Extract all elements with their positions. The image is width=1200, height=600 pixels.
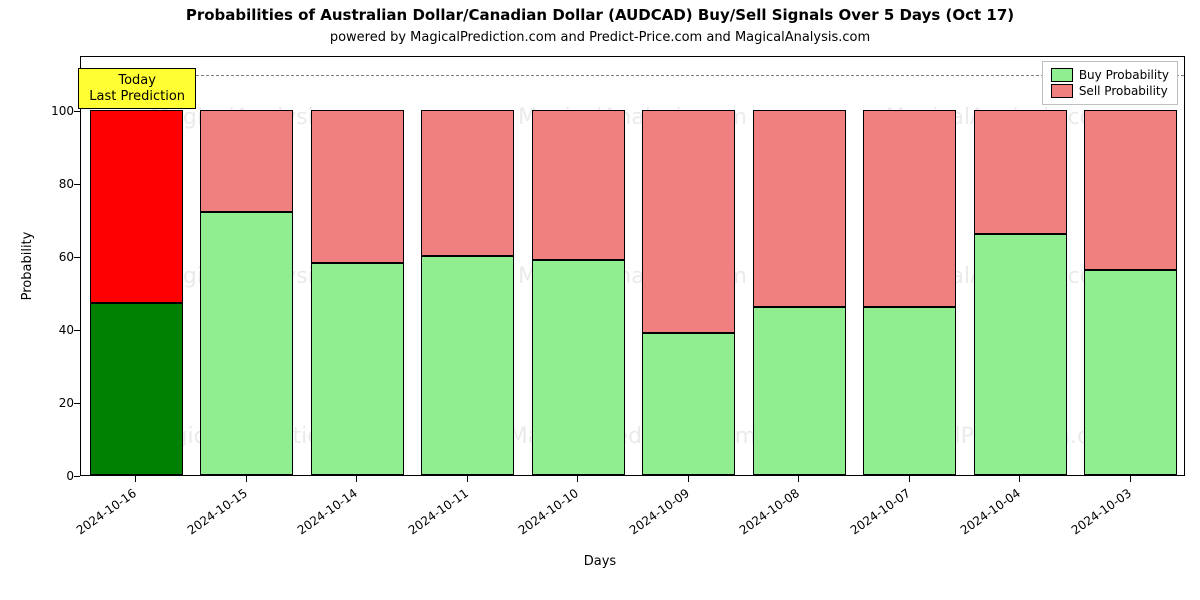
bar-buy <box>863 307 956 475</box>
bar-buy <box>532 260 625 475</box>
today-annotation: TodayLast Prediction <box>78 68 196 109</box>
xtick-mark <box>246 476 247 482</box>
bar-group <box>532 55 625 475</box>
xtick-mark <box>1130 476 1131 482</box>
ytick-label: 40 <box>44 323 74 337</box>
xtick-label: 2024-10-16 <box>74 486 139 537</box>
bar-group <box>421 55 514 475</box>
xtick-mark <box>467 476 468 482</box>
xtick-label: 2024-10-03 <box>1069 486 1134 537</box>
bar-group <box>90 55 183 475</box>
legend: Buy Probability Sell Probability <box>1042 61 1178 105</box>
bar-sell <box>200 110 293 212</box>
bar-sell <box>90 110 183 304</box>
bar-sell <box>532 110 625 260</box>
bar-buy <box>753 307 846 475</box>
x-axis-label: Days <box>0 554 1200 569</box>
bar-buy <box>200 212 293 475</box>
xtick-mark <box>909 476 910 482</box>
xtick-label: 2024-10-15 <box>185 486 250 537</box>
bar-group <box>974 55 1067 475</box>
annotation-line2: Last Prediction <box>89 89 185 105</box>
chart-subtitle: powered by MagicalPrediction.com and Pre… <box>0 30 1200 45</box>
xtick-label: 2024-10-09 <box>627 486 692 537</box>
ytick-mark <box>74 184 80 185</box>
bar-buy <box>421 256 514 475</box>
xtick-label: 2024-10-14 <box>295 486 360 537</box>
ytick-mark <box>74 257 80 258</box>
bar-group <box>863 55 956 475</box>
bar-buy <box>1084 270 1177 475</box>
ytick-label: 80 <box>44 177 74 191</box>
ytick-mark <box>74 111 80 112</box>
xtick-label: 2024-10-10 <box>516 486 581 537</box>
bar-sell <box>753 110 846 307</box>
plot-area: MagicalAnalysis.comMagicalAnalysis.comMa… <box>80 56 1185 476</box>
xtick-mark <box>135 476 136 482</box>
xtick-mark <box>798 476 799 482</box>
legend-label: Buy Probability <box>1079 68 1169 82</box>
legend-item: Buy Probability <box>1051 68 1169 82</box>
bar-group <box>642 55 735 475</box>
xtick-mark <box>356 476 357 482</box>
y-axis-label: Probability <box>20 232 35 301</box>
bar-group <box>200 55 293 475</box>
ytick-label: 60 <box>44 250 74 264</box>
xtick-mark <box>688 476 689 482</box>
annotation-line1: Today <box>89 73 185 89</box>
bar-buy <box>311 263 404 475</box>
bar-buy <box>642 333 735 475</box>
xtick-label: 2024-10-07 <box>848 486 913 537</box>
ytick-mark <box>74 330 80 331</box>
xtick-mark <box>1019 476 1020 482</box>
bar-buy <box>974 234 1067 475</box>
ytick-label: 20 <box>44 396 74 410</box>
bar-group <box>1084 55 1177 475</box>
xtick-label: 2024-10-04 <box>958 486 1023 537</box>
xtick-label: 2024-10-08 <box>737 486 802 537</box>
bar-sell <box>863 110 956 307</box>
legend-swatch <box>1051 68 1073 82</box>
bar-sell <box>1084 110 1177 271</box>
chart-container: Probabilities of Australian Dollar/Canad… <box>0 0 1200 600</box>
bar-group <box>753 55 846 475</box>
ytick-mark <box>74 403 80 404</box>
bar-group <box>311 55 404 475</box>
xtick-mark <box>577 476 578 482</box>
ytick-mark <box>74 476 80 477</box>
bar-buy <box>90 303 183 475</box>
legend-label: Sell Probability <box>1079 84 1168 98</box>
xtick-label: 2024-10-11 <box>406 486 471 537</box>
ytick-label: 0 <box>44 469 74 483</box>
bar-sell <box>974 110 1067 234</box>
ytick-label: 100 <box>44 104 74 118</box>
bar-sell <box>311 110 404 263</box>
bar-sell <box>642 110 735 333</box>
bar-sell <box>421 110 514 256</box>
legend-item: Sell Probability <box>1051 84 1169 98</box>
legend-swatch <box>1051 84 1073 98</box>
chart-title: Probabilities of Australian Dollar/Canad… <box>0 6 1200 24</box>
